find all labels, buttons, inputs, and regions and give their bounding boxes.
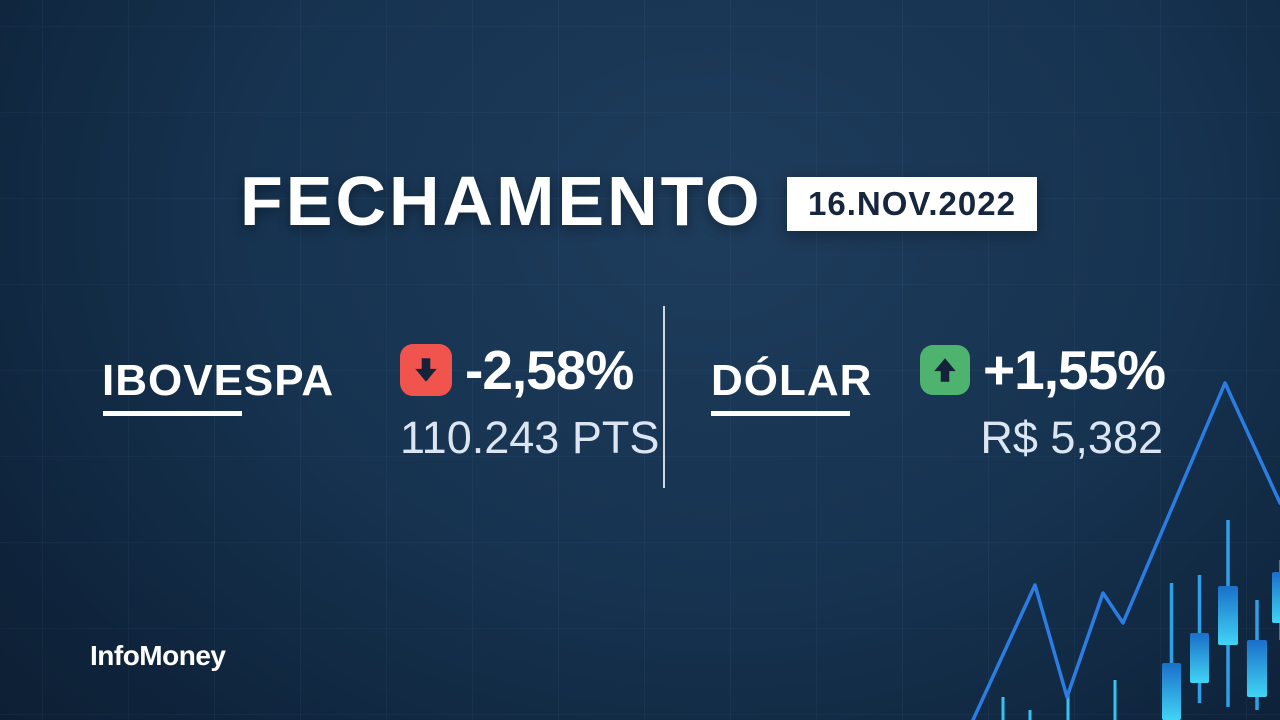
- ibovespa-stats: -2,58% 110.243 PTS: [400, 339, 660, 464]
- instrument-label-dolar: DÓLAR: [711, 356, 873, 405]
- page-title: FECHAMENTO: [240, 162, 763, 240]
- date-badge: 16.NOV.2022: [787, 177, 1037, 231]
- brand-logo: InfoMoney: [90, 640, 226, 671]
- dolar-change: +1,55%: [983, 339, 1166, 401]
- trend-line: [971, 381, 1280, 720]
- ibovespa-value: 110.243 PTS: [400, 412, 660, 463]
- arrow-up-icon: [920, 345, 970, 395]
- dolar-change-row: +1,55%: [920, 339, 1166, 401]
- decorative-market-chart: [971, 381, 1280, 720]
- dolar-stats: +1,55% R$ 5,382: [920, 339, 1166, 464]
- dolar-underline: [711, 411, 850, 416]
- date-text: 16.NOV.2022: [808, 185, 1016, 222]
- candle-bodies: [1162, 572, 1280, 720]
- ibovespa-change-row: -2,58%: [400, 339, 653, 401]
- ibovespa-underline: [103, 411, 242, 416]
- section-divider: [663, 306, 665, 488]
- ibovespa-change: -2,58%: [465, 339, 634, 401]
- instrument-label-ibovespa: IBOVESPA: [102, 356, 335, 405]
- small-wicks: [1001, 680, 1117, 720]
- dolar-value: R$ 5,382: [980, 412, 1163, 463]
- arrow-down-icon: [400, 344, 452, 396]
